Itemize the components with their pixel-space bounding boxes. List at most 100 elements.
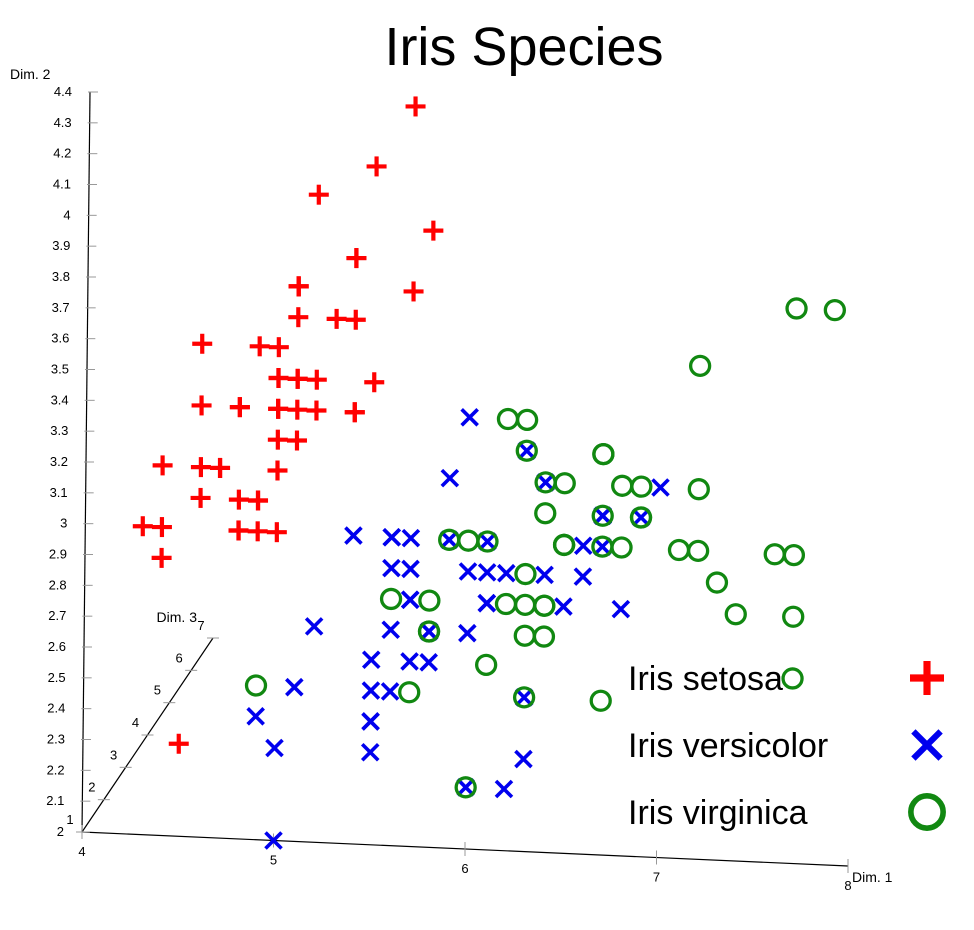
z-tick-label: 6 [176,650,183,665]
y-tick-label: 2.4 [47,701,65,716]
data-point [247,521,268,542]
data-point [512,686,536,709]
y-tick-label: 2.2 [47,762,65,777]
y-tick-label: 2.9 [49,547,67,562]
y-tick-label: 3.2 [50,454,68,469]
y-axis-label: Dim. 2 [10,66,51,82]
data-point [268,398,289,419]
data-point [366,156,387,177]
data-point [553,472,576,495]
data-point [244,674,268,697]
data-point [346,248,367,269]
data-point [381,620,401,640]
tick-labels: 4 5 6 7 8 2 2.1 2.2 2.3 2.4 2.5 2.6 2.7 2.8 2.9 3 3.1 3.2… [10,66,893,893]
data-point [228,520,249,541]
data-point [705,571,729,594]
data-point [423,220,444,241]
data-point [382,558,401,578]
data-point [687,478,710,501]
x-tick-label: 6 [461,861,468,876]
data-point [478,532,497,551]
data-point [611,474,634,497]
data-point [629,506,653,529]
y-tick-label: 4.2 [53,146,71,161]
data-point [246,707,265,726]
data-point [494,592,518,616]
data-point [132,516,153,537]
data-point [611,599,631,619]
data-point [458,562,478,581]
data-point [514,749,533,769]
data-point [460,408,479,427]
y-tick-label: 4.3 [54,115,72,130]
data-point [457,529,480,552]
data-point [573,536,593,556]
x-axis-label: Dim. 1 [852,869,893,885]
data-point [477,563,497,582]
data-point [326,308,347,329]
data-point [266,522,287,543]
y-tick-label: 3 [60,516,67,531]
data-point [248,490,269,511]
data-point [249,336,270,357]
data-points [132,96,846,850]
legend-label: Iris virginica [628,794,808,832]
data-point [454,776,477,799]
data-point [534,471,557,494]
data-point [439,530,459,550]
z-tick-label: 7 [197,618,204,633]
data-point [345,309,366,330]
data-point [591,535,614,558]
data-point [440,468,460,488]
y-tick-label: 2.6 [48,639,66,654]
data-point [456,778,475,797]
data-point [630,475,653,498]
series-circle [244,297,846,799]
data-point [534,502,557,525]
x-tick-label: 8 [844,878,851,893]
data-point [361,712,380,731]
data-point [782,543,806,567]
y-tick-label: 3.5 [51,362,69,377]
legend-label: Iris versicolor [628,727,828,765]
data-point [210,457,231,478]
data-point [405,96,426,117]
z-axis-label: Dim. 3 [157,609,198,625]
data-point [361,650,381,670]
y-tick-label: 2.5 [48,670,66,685]
data-point [400,652,419,671]
data-point [593,537,612,556]
data-point [533,594,556,617]
y-tick-label: 3.4 [51,392,69,407]
data-point [286,430,307,451]
legend-marker [910,661,944,695]
data-point [418,589,441,612]
axes [76,91,849,873]
data-point [192,333,213,354]
data-point [589,689,612,712]
data-point [782,605,805,628]
data-point [535,565,554,585]
data-point [592,442,615,466]
data-point [191,395,212,416]
data-point [536,473,555,492]
data-point [651,478,670,497]
data-point [287,399,308,420]
data-point [267,460,288,481]
data-point [229,397,250,418]
data-point [306,400,327,421]
data-point [287,368,308,389]
data-point [458,623,477,643]
data-point [267,429,288,450]
y-tick-label: 4 [63,207,70,222]
data-point [400,590,420,610]
y-tick-label: 2 [57,824,64,839]
z-tick-label: 4 [132,715,139,730]
data-point [364,372,385,393]
data-point [288,307,309,328]
series-x [246,408,670,850]
data-point [686,539,710,563]
data-point [477,593,497,613]
data-point [168,733,189,754]
data-point [667,538,691,562]
